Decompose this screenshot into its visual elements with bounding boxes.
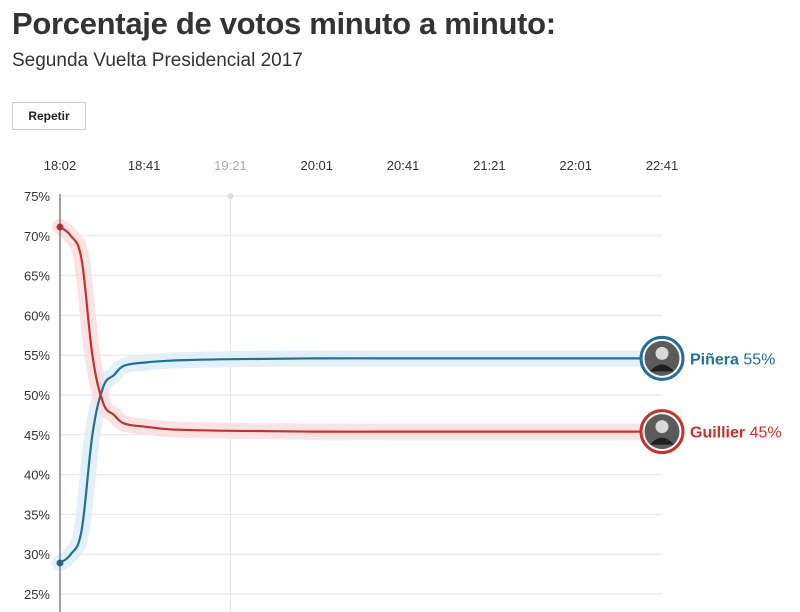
line-chart: 75% 70% 65% 60% 55% 50% 45% 40% 35% 30% 25% 18:02 18…	[24, 158, 782, 612]
y-tick-label: 25%	[24, 587, 50, 602]
series-end-label: Guillier 45%	[690, 425, 782, 442]
x-tick-label: 21:21	[473, 158, 506, 173]
y-tick-label: 35%	[24, 507, 50, 522]
series-end-labels: Piñera 55% Guillier 45%	[639, 335, 782, 455]
series-value: 55%	[739, 351, 775, 368]
time-marker-dot	[227, 193, 234, 199]
avatar-body	[650, 437, 674, 445]
series-band-guillier	[52, 219, 670, 440]
avatar-body	[650, 364, 674, 372]
x-tick-label: 22:41	[646, 158, 679, 173]
axes: 75% 70% 65% 60% 55% 50% 45% 40% 35% 30% 25% 18:02 18…	[24, 158, 678, 612]
y-tick-label: 55%	[24, 348, 50, 363]
series-line-piera	[58, 357, 664, 565]
avatar-head	[655, 346, 669, 360]
avatar-head	[655, 420, 669, 434]
chart-title: Porcentaje de votos minuto a minuto:	[12, 6, 556, 41]
x-tick-label: 22:01	[559, 158, 592, 173]
y-tick-label: 70%	[24, 229, 50, 244]
chart-subtitle: Segunda Vuelta Presidencial 2017	[12, 50, 303, 71]
grid-layer	[60, 193, 662, 612]
series-name: Piñera	[690, 351, 739, 368]
series-band-piera	[52, 350, 670, 571]
series-end-label: Piñera 55%	[690, 351, 775, 368]
replay-button[interactable]: Repetir	[12, 102, 86, 130]
x-tick-label: 20:01	[300, 158, 333, 173]
pinera-photo-icon	[639, 335, 685, 381]
y-tick-label: 45%	[24, 428, 50, 443]
y-tick-label: 75%	[24, 189, 50, 204]
x-tick-label: 18:41	[128, 158, 161, 173]
series-line-guillier	[58, 225, 664, 433]
series-name: Guillier	[690, 425, 745, 442]
y-tick-label: 65%	[24, 269, 50, 284]
x-tick-label: 20:41	[387, 158, 420, 173]
series-value: 45%	[745, 425, 781, 442]
guillier-photo-icon	[639, 409, 685, 455]
y-tick-label: 40%	[24, 468, 50, 483]
x-tick-label: 19:21	[214, 158, 247, 173]
y-tick-label: 60%	[24, 308, 50, 323]
y-tick-label: 50%	[24, 388, 50, 403]
y-tick-label: 30%	[24, 547, 50, 562]
x-tick-label: 18:02	[44, 158, 77, 173]
series-lines	[56, 223, 664, 567]
